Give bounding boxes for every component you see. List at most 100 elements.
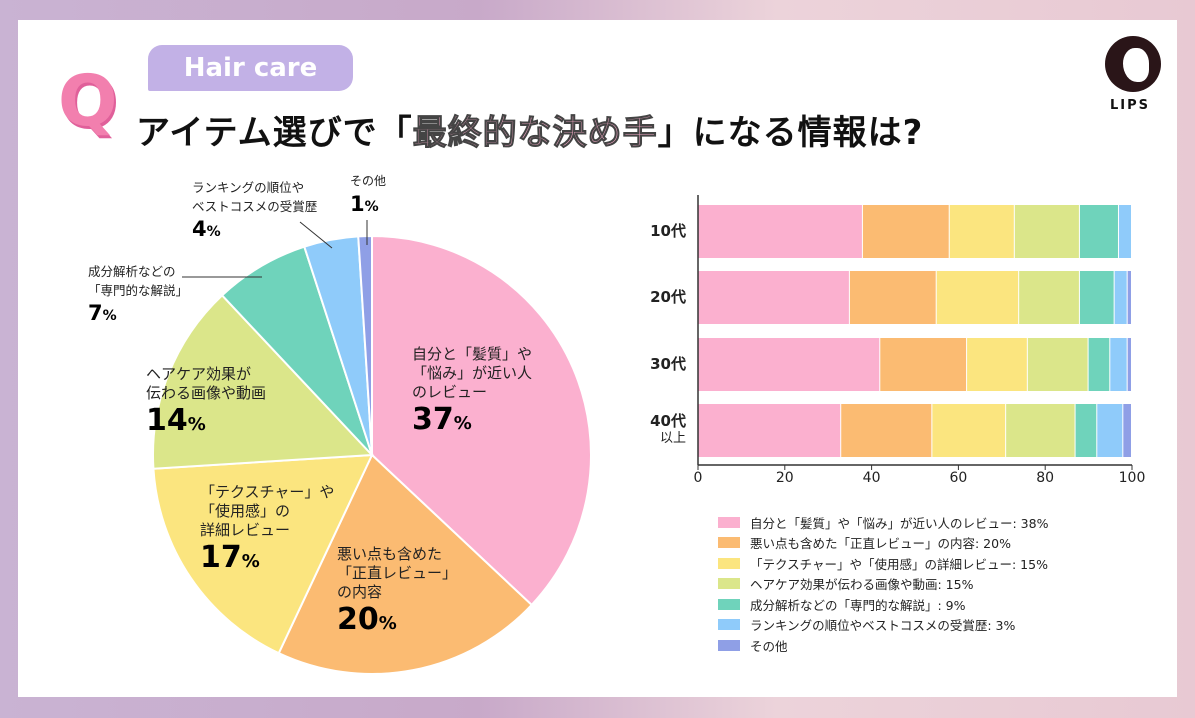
legend-swatch	[718, 598, 740, 610]
bar-segment	[841, 404, 932, 457]
x-tick-label: 40	[862, 470, 881, 486]
page-title: アイテム選びで「最終的な決め手」になる情報は?	[136, 113, 924, 154]
y-tick-label: 40代 以上	[650, 411, 686, 446]
pie-label: その他 1%	[350, 172, 386, 220]
legend-swatch	[718, 619, 740, 630]
pie-label-text: のレビュー	[412, 383, 488, 401]
pie-label-text: 詳細レビュー	[200, 521, 291, 539]
legend-item: 自分と「髪質」や「悩み」が近い人のレビュー: 38%	[718, 513, 1048, 531]
legend-swatch	[718, 557, 740, 569]
y-tick-label: 10代	[650, 221, 686, 240]
x-tick-label: 100	[1118, 470, 1146, 486]
legend-item: 「テクスチャー」や「使用感」の詳細レビュー: 15%	[718, 554, 1048, 572]
bar-segment	[698, 338, 880, 391]
pie-value: 7%	[88, 301, 117, 325]
pie-label-text: ランキングの順位や	[192, 180, 305, 195]
y-tick-label: 20代	[650, 287, 686, 306]
bar-segment	[967, 338, 1027, 391]
bar-segment	[698, 404, 841, 457]
bar-segment	[698, 271, 849, 324]
pie-slice	[152, 293, 375, 470]
bar-segment	[1019, 271, 1079, 324]
bar-segment	[1075, 404, 1097, 457]
logo-text: LIPS	[1110, 98, 1151, 113]
pie-label: 悪い点も含めた 「正直レビュー」 の内容 20%	[337, 545, 457, 642]
bar-segment	[880, 338, 967, 391]
bar-segment	[862, 205, 949, 258]
pie-slice	[152, 453, 374, 655]
bar-segment	[1079, 205, 1118, 258]
pie-label-text: ヘアケア効果が	[146, 365, 252, 383]
legend-item: 成分解析などの「専門的な解説」: 9%	[718, 595, 966, 613]
category-badge: Hair care	[148, 45, 353, 91]
bar-segment	[1127, 338, 1131, 391]
pie-label: ランキングの順位や ベストコスメの受賞歴 4%	[192, 178, 317, 245]
pie-label-text: その他	[350, 174, 387, 188]
pie-label-text: 悪い点も含めた	[337, 545, 443, 563]
bar-segment	[936, 271, 1019, 324]
bar-segment	[949, 205, 1014, 258]
bar-segment	[1118, 205, 1131, 258]
legend-label: 自分と「髪質」や「悩み」が近い人のレビュー: 38%	[750, 515, 1049, 531]
bar-segment	[1088, 338, 1110, 391]
pie-value: 37%	[412, 402, 472, 437]
pie-value: 17%	[200, 540, 260, 575]
pie-label-text: 「テクスチャー」や	[200, 483, 335, 501]
legend-swatch	[718, 516, 740, 528]
pie-value: 4%	[192, 217, 221, 241]
pie-value: 20%	[337, 602, 397, 637]
pie-slice	[371, 234, 592, 607]
pie-label-text: 伝わる画像や動画	[146, 384, 267, 402]
bar-segment	[1097, 404, 1123, 457]
legend-item: ヘアケア効果が伝わる画像や動画: 15%	[718, 575, 973, 593]
pie-slice	[357, 234, 373, 456]
lips-logo-icon	[1105, 36, 1161, 92]
pie-label-text: の内容	[337, 583, 383, 601]
bar-segment	[849, 271, 936, 324]
bar-segment	[1027, 338, 1088, 391]
pie-label: 「テクスチャー」や 「使用感」の 詳細レビュー 17%	[200, 483, 334, 580]
pie-label-text: 「正直レビュー」	[337, 564, 458, 582]
bar-segment	[1114, 271, 1127, 324]
pie-label-text: 「悩み」が近い人	[412, 364, 533, 382]
legend-swatch	[718, 578, 740, 589]
pie-label-text: 「使用感」の	[200, 502, 291, 520]
x-tick-label: 80	[1036, 470, 1055, 486]
legend-label: ヘアケア効果が伝わる画像や動画: 15%	[750, 577, 974, 592]
pie-value: 14%	[146, 403, 206, 438]
legend-swatch	[718, 537, 740, 548]
bar-segment	[1127, 271, 1131, 324]
legend-label: 悪い点も含めた「正直レビュー」の内容: 20%	[750, 536, 1011, 551]
pie-label: 成分解析などの 「専門的な解説」 7%	[88, 262, 188, 329]
legend-label: ランキングの順位やベストコスメの受賞歴: 3%	[750, 618, 1016, 633]
bar-segment	[1006, 404, 1075, 457]
bar-segment	[1079, 271, 1114, 324]
legend-item: その他	[718, 636, 788, 654]
bar-segment	[1123, 404, 1131, 457]
legend-swatch	[718, 639, 740, 651]
x-tick-label: 0	[693, 470, 703, 486]
x-tick-label: 20	[775, 470, 794, 486]
pie-label-text: 自分と「髪質」や	[412, 345, 533, 363]
x-tick-label: 60	[949, 470, 968, 486]
pie-slice	[277, 453, 534, 675]
pie-label: 自分と「髪質」や 「悩み」が近い人 のレビュー 37%	[412, 345, 532, 442]
bar-segment	[1014, 205, 1079, 258]
pie-label-text: 「専門的な解説」	[88, 283, 189, 298]
legend-label: 成分解析などの「専門的な解説」: 9%	[750, 597, 966, 613]
q-mark: Q	[58, 60, 118, 142]
pie-value: 1%	[350, 192, 379, 216]
bar-segment	[932, 404, 1006, 457]
pie-label: ヘアケア効果が 伝わる画像や動画 14%	[146, 365, 266, 443]
legend-label: 「テクスチャー」や「使用感」の詳細レビュー: 15%	[750, 556, 1048, 572]
bar-segment	[1110, 338, 1127, 391]
bar-segment	[698, 205, 862, 258]
leader-line	[299, 221, 333, 249]
legend-item: ランキングの順位やベストコスメの受賞歴: 3%	[718, 616, 1015, 634]
legend-item: 悪い点も含めた「正直レビュー」の内容: 20%	[718, 534, 1011, 552]
pie-label-text: 成分解析などの	[88, 264, 176, 279]
pie-label-text: ベストコスメの受賞歴	[192, 199, 318, 214]
legend-label: その他	[750, 638, 788, 654]
